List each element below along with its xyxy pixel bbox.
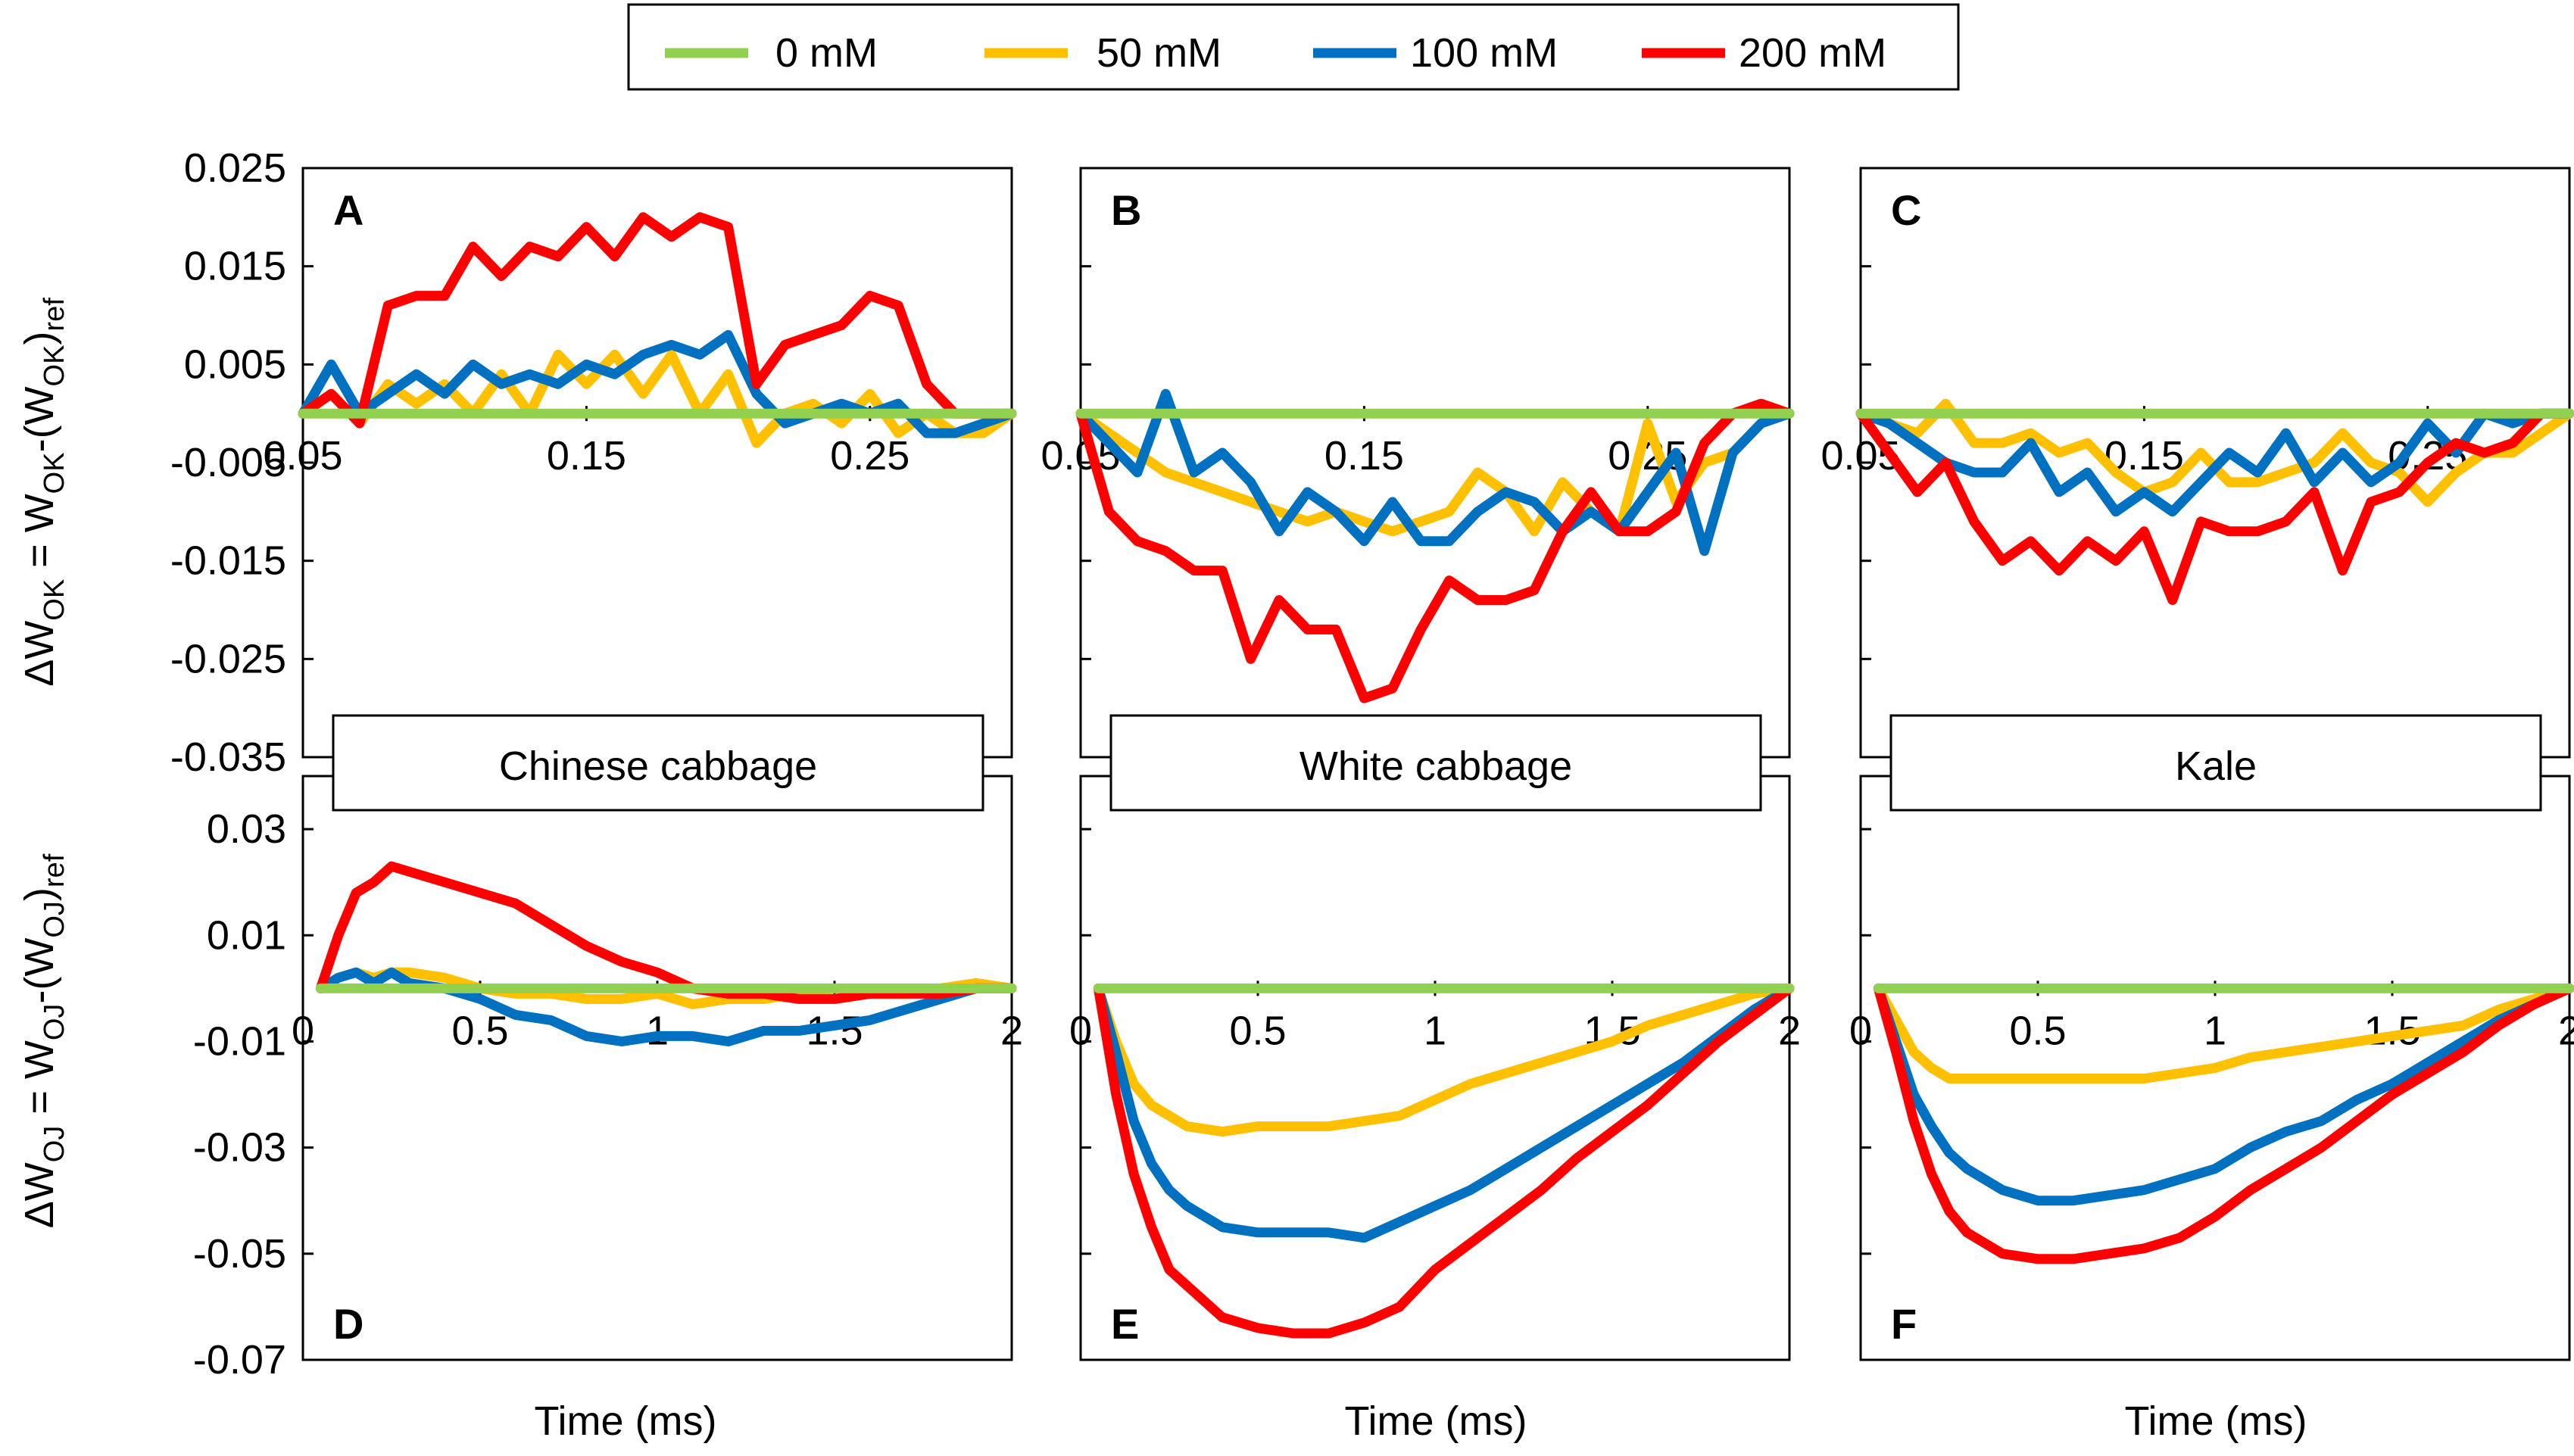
y-tick-label: -0.03 — [193, 1125, 286, 1171]
x-tick-label: 2 — [1000, 1008, 1023, 1053]
y-tick-label: -0.015 — [170, 538, 286, 584]
ylabel-top: ΔWOK = WOK-(WOK)ref — [17, 298, 70, 687]
ylabel-bottom: ΔWOJ = WOJ-(WOJ)ref — [17, 853, 70, 1228]
y-tick-label: -0.01 — [193, 1018, 286, 1064]
series-line-c-200mm — [1855, 408, 2574, 605]
series-line-f-200mm — [1873, 983, 2574, 1264]
column-title-text-2: Kale — [2175, 744, 2257, 789]
y-tick-label: -0.025 — [170, 636, 286, 681]
x-tick-label: 0 — [1069, 1008, 1092, 1053]
panel-c: 0.05 0.15 0.25C — [1821, 167, 2574, 759]
series-line-b-50mm — [1075, 408, 1795, 537]
y-tick-label: -0.005 — [170, 440, 286, 485]
ylabel-top-text: ΔWOK = WOK-(WOK)ref — [17, 298, 70, 687]
y-tick-label: 0.025 — [184, 145, 286, 191]
legend-label-0: 0 mM — [775, 30, 878, 76]
legend-entry-0: 0 mM — [665, 30, 878, 76]
column-title-1: White cabbage — [1109, 714, 1762, 812]
xlabel-2: Time (ms) — [2125, 1398, 2307, 1444]
panel-letter-b: B — [1111, 186, 1141, 234]
y-tick-label: -0.035 — [170, 734, 286, 780]
y-tick-label: 0.03 — [207, 806, 286, 852]
legend-label-3: 200 mM — [1739, 30, 1886, 76]
x-tick-label: 0.05 — [263, 433, 342, 479]
xlabel-1: Time (ms) — [1345, 1398, 1527, 1444]
x-tick-label: 1 — [2204, 1008, 2226, 1053]
panel-b: 0.05 0.15 0.25B — [1041, 167, 1795, 759]
panels: 0.025 0.015 0.005 -0.005 -0.015 -0.025 -0.035 0… — [170, 145, 2574, 1383]
legend-entry-2: 100 mM — [1313, 30, 1558, 76]
y-tick-label: 0.01 — [207, 912, 286, 958]
series-line-d-200mm — [315, 861, 1017, 1004]
legend-label-2: 100 mM — [1410, 30, 1558, 76]
x-tick-label: 2 — [2558, 1008, 2574, 1053]
legend-box — [627, 3, 1960, 91]
x-tick-label: 0 — [292, 1008, 314, 1053]
column-title-0: Chinese cabbage — [332, 714, 984, 812]
x-tick-label: 0.5 — [1229, 1008, 1286, 1053]
legend-entry-1: 50 mM — [984, 30, 1221, 76]
x-tick-label: 1 — [646, 1008, 669, 1053]
panel-letter-d: D — [333, 1300, 363, 1348]
column-title-box-2 — [1889, 714, 2542, 812]
panel-a: 0.025 0.015 0.005 -0.005 -0.015 -0.025 -0.035 0… — [170, 145, 1017, 780]
series-line-e-50mm — [1093, 983, 1795, 1137]
column-title-text-0: Chinese cabbage — [499, 744, 817, 789]
y-tick-label: 0.005 — [184, 341, 286, 387]
legend: 0 mM 50 mM 100 mM 200 mM — [627, 3, 1960, 91]
series-line-e-100mm — [1093, 983, 1795, 1243]
series-line-f-50mm — [1873, 983, 2574, 1083]
y-tick-label: -0.07 — [193, 1337, 286, 1383]
y-tick-label: 0.015 — [184, 244, 286, 289]
panel-letter-c: C — [1891, 186, 1921, 234]
ylabel-bottom-text: ΔWOJ = WOJ-(WOJ)ref — [17, 853, 70, 1228]
series-line-d-100mm — [315, 967, 1017, 1046]
xlabel-0: Time (ms) — [535, 1398, 717, 1444]
x-tick-label: 0.5 — [451, 1008, 508, 1053]
column-title-box-1 — [1109, 714, 1762, 812]
panel-letter-f: F — [1891, 1300, 1917, 1348]
series-line-b-200mm — [1075, 398, 1795, 703]
series-line-a-100mm — [298, 329, 1017, 438]
series-line-f-100mm — [1873, 983, 2574, 1206]
column-title-2: Kale — [1889, 714, 2542, 812]
y-tick-label: -0.05 — [193, 1231, 286, 1277]
panel-f: 0 0.5 1 1.5 2F — [1849, 775, 2574, 1361]
series-line-b-100mm — [1075, 388, 1795, 557]
x-tick-label: 0 — [1849, 1008, 1872, 1053]
x-tick-label: 0.5 — [2009, 1008, 2066, 1053]
x-tick-label: 0.25 — [830, 433, 909, 479]
panel-d: 0.030.01-0.01-0.03-0.05-0.070 0.5 1 1.5 2D — [193, 775, 1023, 1383]
column-title-text-1: White cabbage — [1299, 744, 1572, 789]
x-tick-label: 1 — [1424, 1008, 1446, 1053]
x-tick-label: 0.15 — [1324, 433, 1404, 479]
legend-label-1: 50 mM — [1097, 30, 1221, 76]
series-line-a-50mm — [298, 349, 1017, 448]
x-tick-label: 0.15 — [547, 433, 626, 479]
x-tick-label: 2 — [1778, 1008, 1801, 1053]
legend-entry-3: 200 mM — [1642, 30, 1886, 76]
panel-e: 0 0.5 1 1.5 2E — [1069, 775, 1801, 1361]
series-line-a-200mm — [298, 212, 1017, 429]
panel-letter-a: A — [333, 186, 363, 234]
column-title-box-0 — [332, 714, 984, 812]
series-line-e-200mm — [1093, 983, 1795, 1339]
panel-letter-e: E — [1111, 1300, 1139, 1348]
